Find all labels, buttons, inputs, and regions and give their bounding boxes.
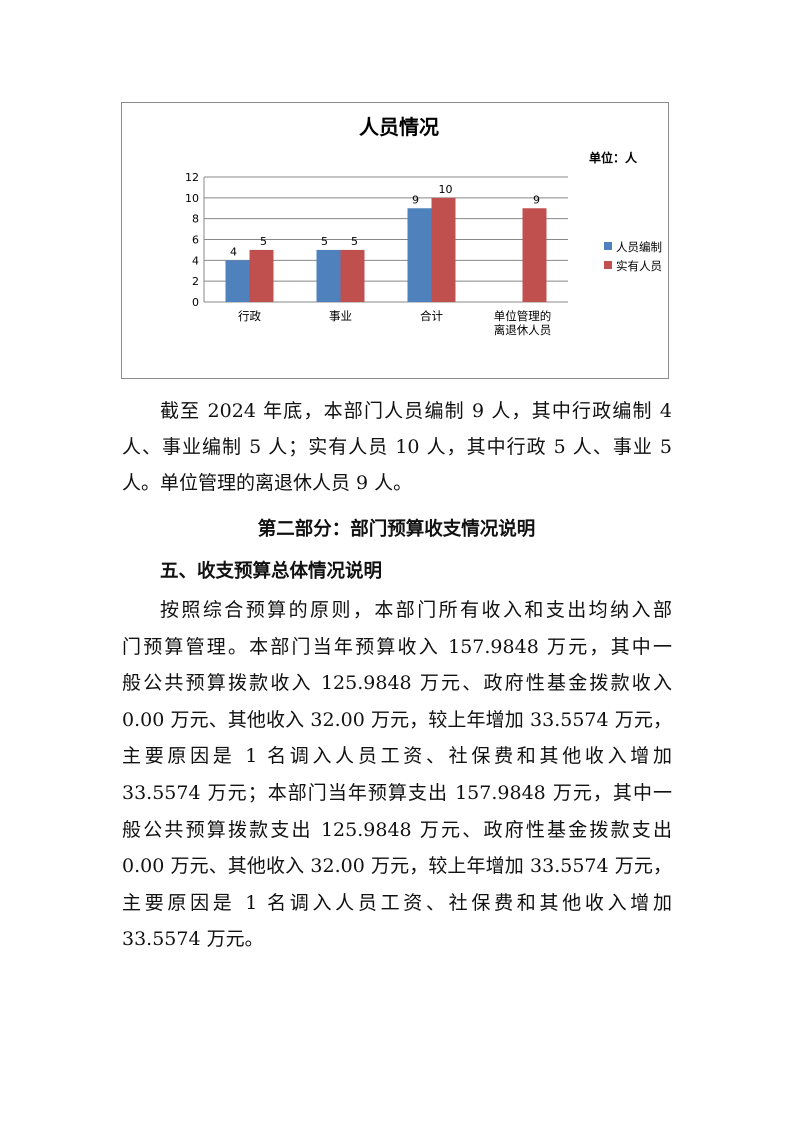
paragraph-line: 主要原因是 1 名调入人员工资、社保费和其他收入增加 [122, 745, 672, 768]
bar [340, 249, 365, 302]
legend-label: 人员编制 [616, 240, 662, 254]
paragraph-line: 33.5574 万元；本部门当年预算支出 157.9848 万元，其中一 [122, 782, 672, 804]
staff-chart: 人员情况单位：人 0 2 4 6 8 10 12 行政 4 5 事业 5 5 合计 9 10 单位管理的 离退休人员… [121, 102, 669, 379]
y-tick-label: 2 [192, 275, 199, 288]
legend-swatch [604, 242, 612, 250]
x-tick-label: 离退休人员 [494, 323, 552, 337]
paragraph-line: 门预算管理。本部门当年预算收入 157.9848 万元，其中一 [122, 635, 672, 658]
paragraph-line: 主要原因是 1 名调入人员工资、社保费和其他收入增加 [122, 891, 672, 914]
bar [316, 249, 341, 302]
data-label: 10 [439, 183, 453, 196]
x-tick-label: 行政 [238, 309, 261, 323]
legend-label: 实有人员 [616, 259, 662, 273]
bar [431, 197, 456, 302]
bar [407, 208, 432, 302]
y-tick-label: 12 [185, 171, 199, 184]
y-tick-label: 8 [192, 213, 199, 226]
paragraph-line: 人。单位管理的离退休人员 9 人。 [122, 472, 413, 494]
paragraph-line: 33.5574 万元。 [122, 928, 264, 951]
paragraph-line: 般公共预算拨款支出 125.9848 万元、政府性基金拨款支出 [122, 818, 672, 841]
x-tick-label: 合计 [420, 309, 443, 323]
legend-swatch [604, 261, 612, 269]
unit-label: 单位：人 [589, 150, 638, 165]
paragraph-line: 按照综合预算的原则，本部门所有收入和支出均纳入部 [160, 599, 672, 621]
paragraph-line: 0.00 万元、其他收入 32.00 万元，较上年增加 33.5574 万元， [122, 855, 672, 878]
data-label: 5 [351, 235, 358, 248]
subsection-heading: 五、收支预算总体情况说明 [160, 561, 383, 582]
y-tick-label: 10 [185, 192, 199, 205]
paragraph-line: 人、事业编制 5 人；实有人员 10 人，其中行政 5 人、事业 5 [122, 436, 672, 458]
paragraph-line: 0.00 万元、其他收入 32.00 万元，较上年增加 33.5574 万元， [122, 708, 672, 731]
x-tick-label: 事业 [329, 309, 352, 323]
data-label: 9 [412, 193, 419, 206]
data-label: 5 [260, 235, 267, 248]
data-label: 9 [533, 193, 540, 206]
x-tick-label: 单位管理的 [494, 309, 552, 323]
data-label: 5 [321, 235, 328, 248]
paragraph-line: 般公共预算拨款收入 125.9848 万元、政府性基金拨款收入 [122, 672, 672, 695]
y-tick-label: 0 [192, 296, 199, 309]
paragraph-line: 截至 2024 年底，本部门人员编制 9 人，其中行政编制 4 [160, 400, 672, 422]
y-tick-label: 6 [192, 234, 199, 247]
data-label: 4 [230, 245, 237, 258]
chart-title: 人员情况 [359, 115, 439, 139]
bar [522, 208, 547, 302]
y-tick-label: 4 [192, 254, 199, 267]
section-heading: 第二部分：部门预算收支情况说明 [257, 519, 536, 540]
bar [249, 249, 274, 302]
bar [225, 260, 250, 302]
